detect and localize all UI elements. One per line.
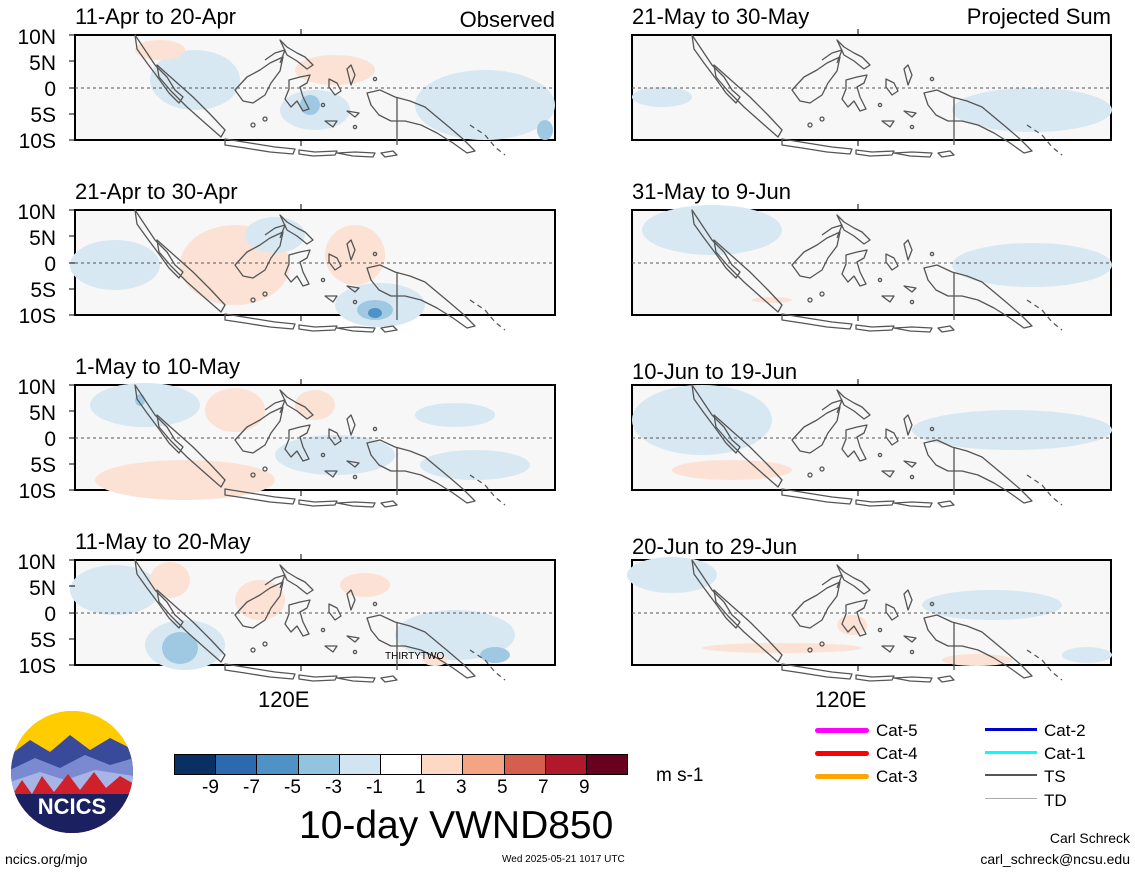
colorbar-swatch (175, 755, 216, 774)
panel-title-right-4: 20-Jun to 29-Jun (632, 534, 798, 559)
colorbar-swatch (585, 755, 628, 774)
legend-label: Cat-2 (1044, 721, 1086, 740)
observed-label: Observed (459, 7, 555, 32)
colorbar-swatch (215, 755, 257, 774)
logo-text: NCICS (38, 794, 106, 819)
source-url: ncics.org/mjo (5, 851, 88, 867)
lat-label: 10S (18, 655, 56, 678)
map-panel-right-1 (631, 29, 1112, 158)
colorbar-units: m s-1 (656, 765, 704, 786)
panel-title-left-3: 1-May to 10-May (75, 354, 241, 379)
map-panel-left-4 (69, 554, 556, 683)
projected-sum-label: Projected Sum (966, 4, 1111, 29)
legend-label: TS (1044, 767, 1066, 786)
panel-title-left-1: 11-Apr to 20-Apr (75, 4, 237, 29)
legend-swatch-cat5 (815, 728, 869, 733)
panel-title-right-3: 10-Jun to 19-Jun (632, 359, 798, 384)
lat-label: 5N (29, 402, 56, 425)
legend-label: Cat-5 (876, 721, 918, 740)
legend-swatch-cat3 (815, 774, 869, 779)
colorbar-swatch (256, 755, 298, 774)
colorbar-swatch (338, 755, 380, 774)
panel-title-left-4: 11-May to 20-May (75, 529, 251, 554)
author-name: Carl Schreck (1049, 830, 1130, 846)
map-panel-left-3 (69, 379, 556, 508)
colorbar-tick: -9 (202, 777, 219, 798)
lat-label: 5N (29, 227, 56, 250)
lat-label: 10N (17, 201, 56, 224)
panel-title-left-2: 21-Apr to 30-Apr (75, 179, 238, 204)
lat-label: 0 (44, 603, 56, 626)
lat-label: 10S (18, 480, 56, 503)
main-title: 10-day VWND850 (299, 804, 614, 847)
lat-label: 0 (44, 253, 56, 276)
lat-label: 10S (18, 305, 56, 328)
panel-title-right-1: 21-May to 30-May (632, 4, 810, 29)
colorbar-tick: 9 (579, 777, 590, 798)
colorbar-swatch (503, 755, 545, 774)
lat-label: 10N (17, 26, 56, 49)
legend-swatch-ts (985, 774, 1037, 776)
map-panel-left-2 (69, 204, 556, 333)
lon-label-left: 120E (258, 687, 310, 712)
colorbar (174, 754, 628, 775)
ncics-logo: NCICS (10, 710, 134, 834)
legend-label: Cat-4 (876, 744, 918, 763)
legend-label: Cat-1 (1044, 744, 1086, 763)
colorbar-swatch (462, 755, 504, 774)
lat-label: 0 (44, 428, 56, 451)
colorbar-tick: -7 (243, 777, 260, 798)
lat-label: 5S (30, 629, 56, 652)
lat-label: 5N (29, 52, 56, 75)
map-panel-left-1 (69, 29, 556, 158)
lon-label-right: 120E (815, 687, 867, 712)
colorbar-tick: 3 (456, 777, 467, 798)
lat-label: 5S (30, 104, 56, 127)
storm-track-label: THIRTYTWO (385, 651, 445, 662)
lat-label: 0 (44, 78, 56, 101)
timestamp: Wed 2025-05-21 1017 UTC (502, 854, 625, 865)
colorbar-swatch (297, 755, 339, 774)
legend-swatch-cat4 (815, 751, 869, 756)
legend-swatch-cat2 (985, 728, 1037, 731)
lat-label: 5S (30, 279, 56, 302)
map-panel-right-3 (631, 379, 1112, 508)
legend-swatch-cat1 (985, 751, 1037, 754)
author-email: carl_schreck@ncsu.edu (980, 851, 1130, 867)
legend-label: Cat-3 (876, 767, 918, 786)
legend-label: TD (1044, 791, 1067, 810)
map-panel-right-4 (627, 554, 1112, 683)
legend-swatch-td (985, 798, 1037, 799)
colorbar-tick: -5 (284, 777, 301, 798)
map-panel-right-2 (631, 204, 1112, 333)
colorbar-swatch (544, 755, 586, 774)
lat-label: 5S (30, 454, 56, 477)
colorbar-tick: 5 (497, 777, 508, 798)
lat-label: 10N (17, 376, 56, 399)
lat-label: 5N (29, 577, 56, 600)
colorbar-swatch (421, 755, 463, 774)
lat-label: 10S (18, 130, 56, 153)
colorbar-tick: 1 (415, 777, 426, 798)
colorbar-tick: -3 (325, 777, 342, 798)
colorbar-tick: 7 (538, 777, 549, 798)
colorbar-tick: -1 (366, 777, 383, 798)
colorbar-swatch (379, 755, 422, 774)
lat-label: 10N (17, 551, 56, 574)
panel-title-right-2: 31-May to 9-Jun (632, 179, 791, 204)
